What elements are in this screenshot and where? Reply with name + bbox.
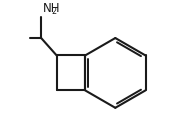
Text: 2: 2 bbox=[52, 7, 57, 16]
Text: NH: NH bbox=[42, 2, 60, 15]
